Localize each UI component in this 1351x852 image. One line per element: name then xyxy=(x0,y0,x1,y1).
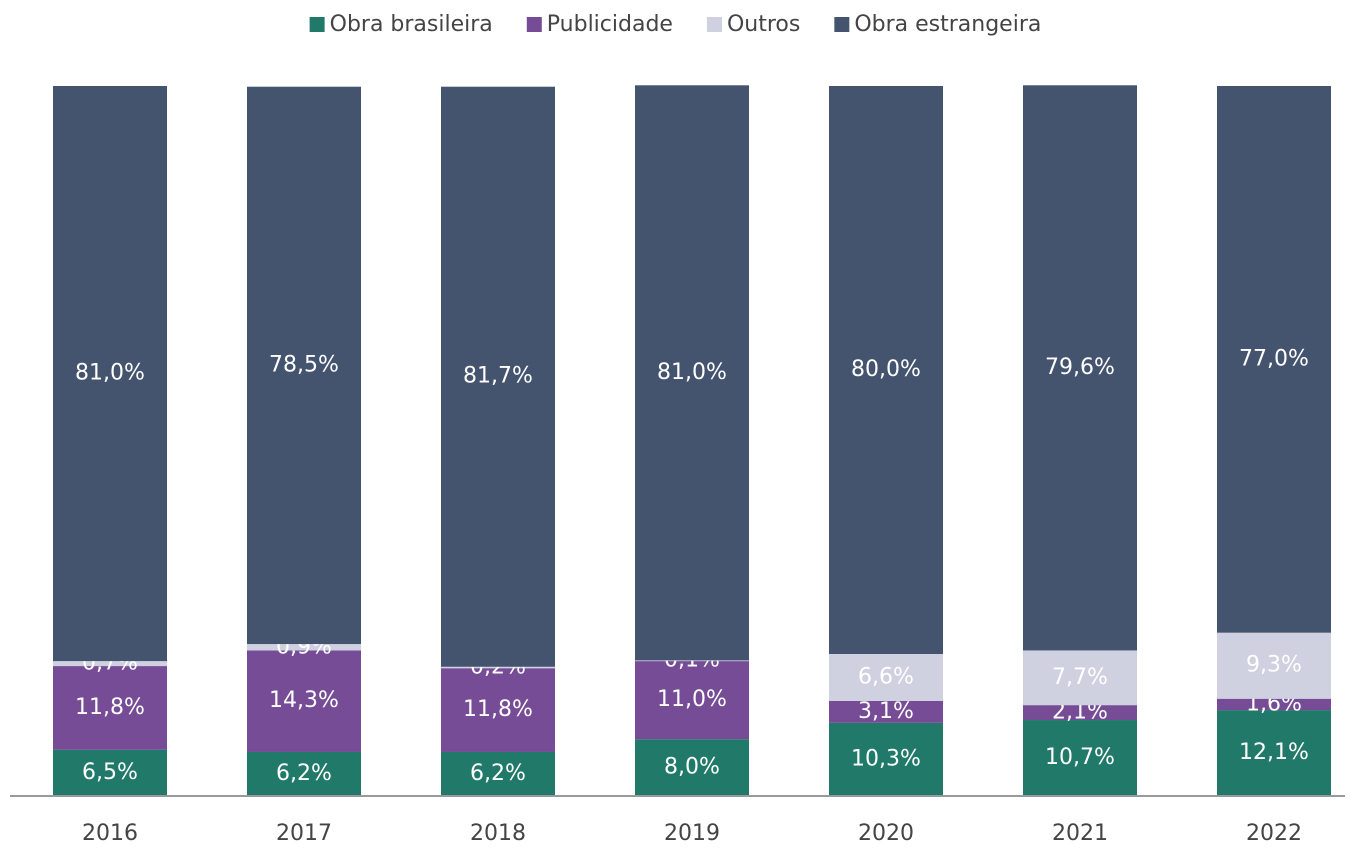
bar-segment xyxy=(53,749,167,796)
data-label: 81,0% xyxy=(657,360,727,385)
x-tick-label: 2022 xyxy=(1246,821,1302,846)
bar-segment xyxy=(1217,632,1331,699)
bar-segment xyxy=(1023,705,1137,721)
bar-segment xyxy=(1023,720,1137,796)
data-label: 81,7% xyxy=(463,364,533,389)
bar-segment xyxy=(1217,698,1331,711)
data-label: 6,6% xyxy=(858,664,914,689)
bar-segment xyxy=(441,86,555,667)
data-label: 11,0% xyxy=(657,687,727,712)
bar-segment xyxy=(247,644,361,651)
x-tick-label: 2019 xyxy=(664,821,720,846)
data-label: 80,0% xyxy=(851,357,921,382)
legend-swatch xyxy=(834,17,850,32)
data-label: 11,8% xyxy=(75,695,145,720)
bar-segment xyxy=(247,650,361,752)
bar-segment xyxy=(247,86,361,645)
bar-segment xyxy=(441,668,555,752)
bar-segment xyxy=(829,86,943,654)
bar-segment xyxy=(53,661,167,667)
data-label: 7,7% xyxy=(1052,665,1108,690)
data-label: 77,0% xyxy=(1239,346,1309,371)
legend-label: Obra estrangeira xyxy=(854,12,1041,37)
bar-segment xyxy=(829,654,943,701)
bar-segment xyxy=(1023,85,1137,651)
data-label: 79,6% xyxy=(1045,355,1115,380)
bar-segment xyxy=(635,661,749,740)
data-label: 81,0% xyxy=(75,361,145,386)
data-label: 10,3% xyxy=(851,746,921,771)
data-label: 6,5% xyxy=(82,760,138,785)
x-tick-label: 2016 xyxy=(82,821,138,846)
bar-segment xyxy=(1217,710,1331,796)
bar-segment xyxy=(53,666,167,750)
bar-segment xyxy=(1217,86,1331,633)
legend-swatch xyxy=(526,17,542,32)
x-tick-label: 2018 xyxy=(470,821,526,846)
bar-segment xyxy=(53,86,167,662)
data-label: 14,3% xyxy=(269,688,339,713)
legend-label: Publicidade xyxy=(547,12,673,37)
data-label: 10,7% xyxy=(1045,745,1115,770)
legend-swatch xyxy=(309,17,325,32)
x-tick-label: 2020 xyxy=(858,821,914,846)
bar-segment xyxy=(829,722,943,796)
bar-segment xyxy=(829,700,943,723)
data-label: 8,0% xyxy=(664,755,720,780)
data-label: 6,2% xyxy=(276,761,332,786)
x-tick-label: 2017 xyxy=(276,821,332,846)
legend-label: Obra brasileira xyxy=(330,12,493,37)
bar-segment xyxy=(1023,650,1137,706)
bar-segment xyxy=(635,660,749,662)
bar-segment xyxy=(441,751,555,796)
data-label: 11,8% xyxy=(463,697,533,722)
data-label: 9,3% xyxy=(1246,653,1302,678)
bar-segment xyxy=(441,666,555,669)
x-tick-label: 2021 xyxy=(1052,821,1108,846)
bar-segment xyxy=(635,739,749,796)
data-label: 3,1% xyxy=(858,699,914,724)
bar-segment xyxy=(635,85,749,661)
data-label: 12,1% xyxy=(1239,740,1309,765)
data-label: 6,2% xyxy=(470,761,526,786)
data-label: 78,5% xyxy=(269,352,339,377)
legend-swatch xyxy=(706,17,722,32)
legend-label: Outros xyxy=(727,12,800,37)
bar-segment xyxy=(247,751,361,796)
